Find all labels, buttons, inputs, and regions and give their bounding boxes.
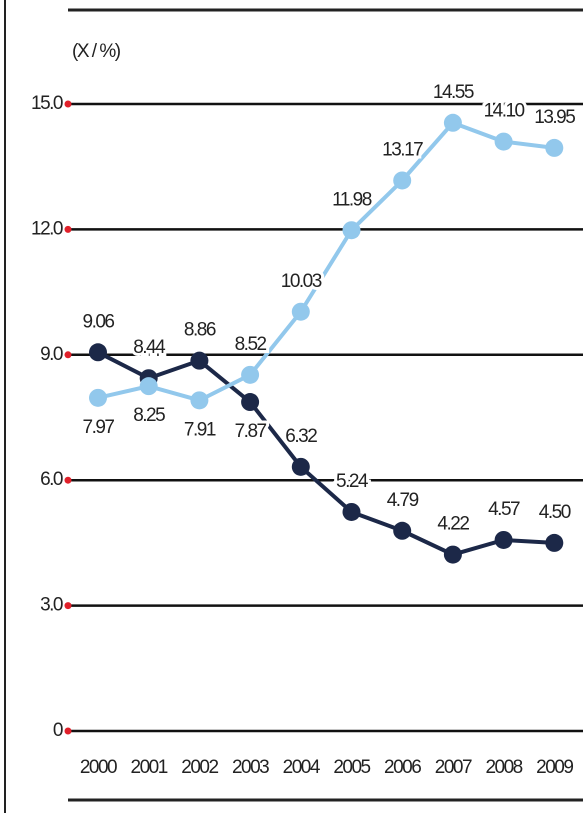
data-label: 6.32 <box>285 426 317 447</box>
data-label: 14.10 <box>484 101 525 122</box>
point <box>241 365 260 384</box>
x-tick-label: 2000 <box>80 757 117 778</box>
data-label: 7.87 <box>235 421 267 442</box>
point <box>89 343 107 362</box>
point <box>545 533 564 552</box>
x-tick-label: 2002 <box>181 757 218 778</box>
x-tick-label: 2004 <box>283 757 321 778</box>
x-tick-label: 2007 <box>435 757 472 778</box>
data-label: 13.95 <box>534 107 575 128</box>
y-axis-label: (X / %) <box>72 41 121 62</box>
x-tick-label: 2006 <box>384 757 421 778</box>
data-label: 4.57 <box>488 499 520 520</box>
data-label: 5.24 <box>336 471 369 492</box>
point <box>291 457 310 476</box>
point <box>393 521 412 540</box>
x-tick-label: 2009 <box>536 757 573 778</box>
tick-dot <box>64 351 72 359</box>
y-tick-label: 15.0 <box>31 93 63 114</box>
point <box>494 132 513 151</box>
y-tick-label: 3.0 <box>40 595 63 616</box>
y-tick-label: 0 <box>53 720 63 741</box>
x-tick-label: 2003 <box>232 757 269 778</box>
point <box>342 502 361 521</box>
point <box>342 221 361 240</box>
tick-dot <box>64 225 72 233</box>
series-line <box>97 120 555 403</box>
data-label: 11.98 <box>332 189 372 210</box>
data-label: 13.17 <box>382 140 423 161</box>
point <box>291 302 310 321</box>
data-label: 14.55 <box>433 82 474 103</box>
y-tick-label: 6.0 <box>40 469 63 490</box>
point <box>190 391 209 410</box>
data-label: 4.22 <box>437 514 469 535</box>
point <box>393 171 412 190</box>
y-tick-label: 12.0 <box>31 218 63 239</box>
series-line <box>97 350 555 557</box>
data-label: 7.97 <box>83 417 115 438</box>
data-label: 4.50 <box>539 502 571 523</box>
point <box>494 530 513 549</box>
x-tick-label: 2001 <box>131 757 168 778</box>
x-tick-label: 2005 <box>333 757 370 778</box>
data-label: 10.03 <box>281 271 322 292</box>
data-label: 4.79 <box>387 490 419 511</box>
point <box>241 393 260 412</box>
data-label: 7.91 <box>184 419 216 440</box>
point <box>443 113 462 132</box>
data-label: 8.25 <box>133 405 165 426</box>
tick-dot <box>64 100 72 108</box>
point <box>545 138 564 157</box>
data-label: 8.44 <box>133 337 166 358</box>
x-tick-label: 2008 <box>485 757 522 778</box>
tick-dot <box>64 727 72 735</box>
point <box>139 377 158 396</box>
point <box>443 545 462 564</box>
data-label: 8.52 <box>235 334 267 355</box>
data-label: 8.86 <box>184 320 216 341</box>
tick-dot <box>64 602 72 610</box>
tick-dot <box>64 476 72 484</box>
point <box>89 388 107 407</box>
point <box>190 351 209 370</box>
data-label: 9.06 <box>83 311 115 332</box>
y-tick-label: 9.0 <box>40 344 63 365</box>
